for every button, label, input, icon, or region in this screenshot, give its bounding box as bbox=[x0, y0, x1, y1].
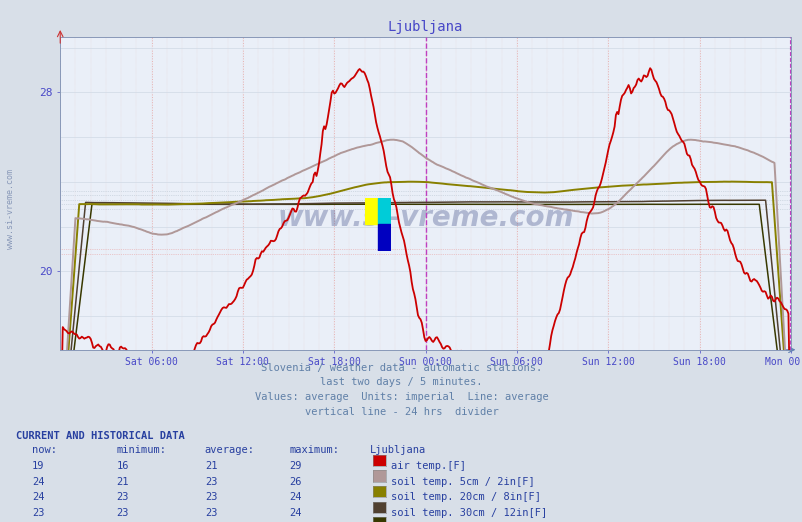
Text: air temp.[F]: air temp.[F] bbox=[391, 461, 465, 471]
Text: minimum:: minimum: bbox=[116, 445, 166, 455]
Bar bbox=[378, 224, 391, 251]
Text: CURRENT AND HISTORICAL DATA: CURRENT AND HISTORICAL DATA bbox=[16, 431, 184, 441]
Text: soil temp. 20cm / 8in[F]: soil temp. 20cm / 8in[F] bbox=[391, 492, 541, 502]
Text: 24: 24 bbox=[289, 508, 302, 518]
Text: Values: average  Units: imperial  Line: average: Values: average Units: imperial Line: av… bbox=[254, 392, 548, 402]
Text: Slovenia / weather data - automatic stations.: Slovenia / weather data - automatic stat… bbox=[261, 363, 541, 373]
Text: 21: 21 bbox=[116, 477, 129, 487]
Text: 23: 23 bbox=[205, 492, 217, 502]
Text: 23: 23 bbox=[205, 477, 217, 487]
Bar bbox=[365, 198, 378, 224]
Text: now:: now: bbox=[32, 445, 57, 455]
Text: 24: 24 bbox=[32, 492, 45, 502]
Text: www.si-vreme.com: www.si-vreme.com bbox=[6, 169, 15, 249]
Title: Ljubljana: Ljubljana bbox=[387, 20, 463, 34]
Text: soil temp. 30cm / 12in[F]: soil temp. 30cm / 12in[F] bbox=[391, 508, 547, 518]
Bar bbox=[378, 198, 391, 224]
Text: 23: 23 bbox=[116, 492, 129, 502]
Text: 16: 16 bbox=[116, 461, 129, 471]
Text: Ljubljana: Ljubljana bbox=[369, 445, 425, 455]
Text: 29: 29 bbox=[289, 461, 302, 471]
Text: 21: 21 bbox=[205, 461, 217, 471]
Text: 24: 24 bbox=[289, 492, 302, 502]
Text: maximum:: maximum: bbox=[289, 445, 338, 455]
Text: 26: 26 bbox=[289, 477, 302, 487]
Text: average:: average: bbox=[205, 445, 254, 455]
Text: 24: 24 bbox=[32, 477, 45, 487]
Text: last two days / 5 minutes.: last two days / 5 minutes. bbox=[320, 377, 482, 387]
Text: 23: 23 bbox=[32, 508, 45, 518]
Text: 19: 19 bbox=[32, 461, 45, 471]
Text: 23: 23 bbox=[116, 508, 129, 518]
Text: 23: 23 bbox=[205, 508, 217, 518]
Text: soil temp. 5cm / 2in[F]: soil temp. 5cm / 2in[F] bbox=[391, 477, 534, 487]
Text: vertical line - 24 hrs  divider: vertical line - 24 hrs divider bbox=[304, 407, 498, 417]
Text: www.si-vreme.com: www.si-vreme.com bbox=[277, 204, 573, 232]
